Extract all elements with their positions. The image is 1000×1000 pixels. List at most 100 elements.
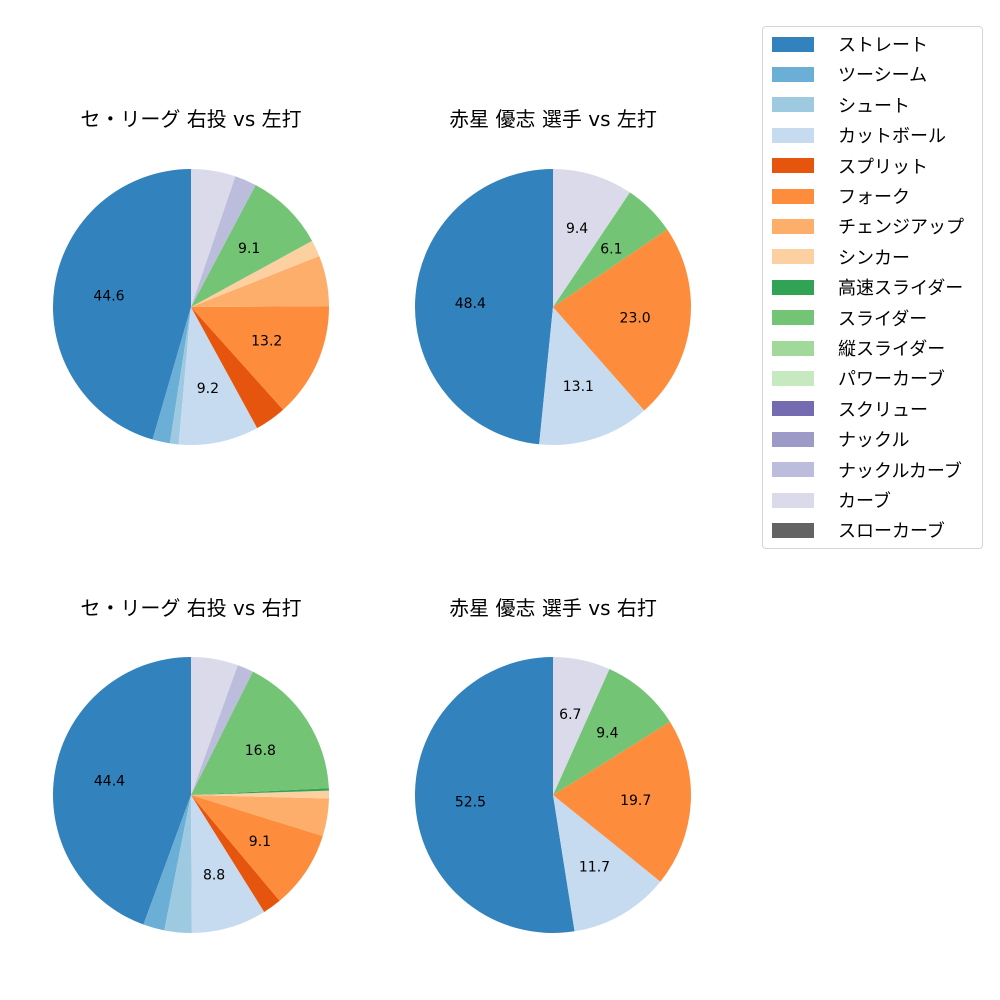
pie-slice	[191, 795, 323, 901]
chart-title: 赤星 優志 選手 vs 左打	[449, 107, 657, 131]
legend-item: ナックルカーブ	[772, 460, 962, 482]
slice-percent-label: 52.5	[455, 794, 486, 810]
legend-swatch	[772, 127, 814, 143]
pie-slice	[553, 169, 630, 307]
legend-label: 縦スライダー	[838, 339, 946, 360]
legend-item: ストレート	[772, 34, 928, 56]
pie-slice	[191, 657, 238, 795]
pie-slice	[178, 307, 258, 445]
legend-label: カットボール	[838, 126, 946, 148]
legend-item: ツーシーム	[772, 64, 928, 87]
slice-percent-label: 9.1	[249, 834, 271, 850]
slice-percent-label: 44.4	[94, 774, 125, 790]
legend-swatch	[772, 97, 814, 113]
pie-slice	[553, 669, 670, 795]
pie-slice	[553, 721, 691, 882]
legend-swatch	[772, 218, 814, 234]
legend-label: シンカー	[838, 247, 910, 269]
legend-item: カーブ	[772, 490, 891, 512]
slice-percent-label: 6.7	[559, 707, 581, 723]
chart-title: 赤星 優志 選手 vs 右打	[449, 596, 657, 620]
legend-item: カットボール	[772, 125, 946, 148]
slice-percent-label: 16.8	[245, 743, 276, 759]
slice-percent-label: 6.1	[600, 241, 622, 257]
pie-slice	[191, 240, 320, 307]
pie-slice	[143, 795, 191, 931]
pie-slice	[152, 307, 191, 444]
pie-slice	[191, 790, 330, 799]
slice-percent-label: 8.8	[203, 868, 225, 884]
slice-percent-label: 9.4	[566, 221, 588, 237]
pie-slice	[191, 185, 313, 307]
legend-item: 高速スライダー	[772, 277, 964, 300]
legend-label: スクリュー	[838, 399, 928, 421]
legend-label: ツーシーム	[838, 65, 928, 87]
pie-slice	[553, 192, 668, 307]
legend-item: スライダー	[772, 308, 928, 330]
legend-label: ナックルカーブ	[838, 460, 962, 482]
legend-swatch	[772, 310, 814, 326]
legend-item: スクリュー	[772, 399, 928, 421]
legend-swatch	[772, 431, 814, 447]
pie-slice	[191, 665, 253, 795]
chart-legend: ストレートツーシームシュートカットボール スプリットフォークチェンジアップ シンカー…	[762, 26, 983, 549]
slice-percent-label: 44.6	[93, 288, 124, 304]
legend-item: チェンジアップ	[772, 216, 964, 239]
legend-label: パワーカーブ	[838, 369, 945, 391]
pie-slice	[53, 169, 192, 440]
pie-slice	[553, 795, 661, 932]
slice-percent-label: 48.4	[455, 296, 486, 312]
legend-swatch	[772, 401, 814, 417]
slice-percent-label: 9.1	[238, 241, 260, 257]
pie-slice	[539, 307, 645, 446]
pie-slice	[415, 169, 553, 445]
pie-slice	[191, 307, 284, 429]
legend-item: シュート	[772, 95, 910, 117]
pie-slice	[553, 657, 610, 795]
chart-title: セ・リーグ 右投 vs 右打	[80, 596, 302, 620]
pie-slice	[191, 795, 280, 912]
legend-swatch	[772, 158, 814, 174]
pie-slice	[164, 795, 192, 933]
legend-label: ストレート	[838, 35, 928, 56]
pie-slice	[191, 795, 265, 933]
legend-label: フォーク	[838, 187, 910, 208]
slice-percent-label: 11.7	[579, 860, 610, 876]
legend-item: フォーク	[772, 186, 910, 208]
slice-percent-label: 13.1	[563, 379, 594, 395]
pie-slice	[191, 176, 256, 307]
legend-swatch	[772, 249, 814, 265]
legend-swatch	[772, 279, 814, 295]
legend-swatch	[772, 188, 814, 204]
pie-slice	[415, 657, 575, 933]
pie-slice	[191, 671, 329, 795]
pie-slice	[191, 788, 329, 795]
legend-swatch	[772, 462, 814, 478]
slice-percent-label: 9.4	[596, 726, 618, 742]
pie-slice	[191, 306, 330, 410]
pie-slice	[169, 307, 191, 445]
legend-label: スライダー	[838, 308, 928, 330]
legend-label: チェンジアップ	[838, 217, 964, 239]
legend-label: スプリット	[838, 156, 928, 178]
legend-item: 縦スライダー	[772, 338, 946, 360]
legend-item: スローカーブ	[772, 520, 945, 543]
legend-swatch	[772, 66, 814, 82]
legend-label: シュート	[838, 95, 910, 117]
chart-title: セ・リーグ 右投 vs 左打	[80, 107, 302, 131]
slice-percent-label: 19.7	[620, 793, 651, 809]
legend-label: スローカーブ	[838, 521, 945, 543]
legend-item: パワーカーブ	[772, 368, 945, 391]
legend-swatch	[772, 492, 814, 508]
legend-label: カーブ	[838, 491, 891, 512]
legend-swatch	[772, 36, 814, 52]
pie-slice	[52, 657, 191, 925]
legend-swatch	[772, 340, 814, 356]
legend-item: スプリット	[772, 156, 928, 178]
legend-label: 高速スライダー	[838, 278, 964, 300]
legend-swatch	[772, 370, 814, 386]
